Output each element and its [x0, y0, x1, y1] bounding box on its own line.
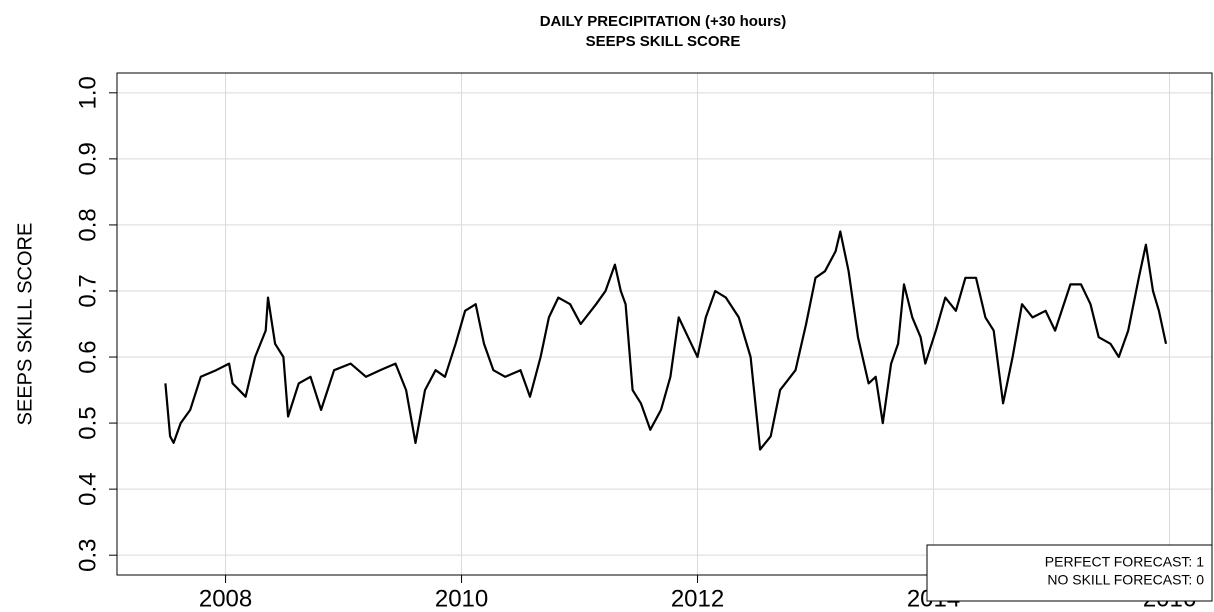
y-tick-label: 0.9	[74, 142, 101, 175]
chart-title: DAILY PRECIPITATION (+30 hours)	[540, 13, 787, 30]
y-axis-label: SEEPS SKILL SCORE	[14, 223, 36, 426]
y-tick-label: 1.0	[74, 76, 101, 109]
y-tick-label: 0.6	[74, 340, 101, 373]
chart-subtitle: SEEPS SKILL SCORE	[586, 33, 741, 50]
annotation: NO SKILL FORECAST: 0	[1047, 572, 1204, 588]
x-tick-label: 2008	[199, 585, 252, 612]
y-tick-label: 0.7	[74, 274, 101, 307]
annotation: PERFECT FORECAST: 1	[1045, 554, 1204, 570]
y-tick-label: 0.4	[74, 472, 101, 505]
y-tick-label: 0.5	[74, 406, 101, 439]
plot-frame	[116, 72, 1213, 576]
legend-box	[926, 544, 1213, 602]
x-tick-label: 2012	[671, 585, 724, 612]
y-tick-label: 0.8	[74, 208, 101, 241]
data-line	[164, 230, 1168, 451]
x-tick-label: 2010	[435, 585, 488, 612]
y-tick-label: 0.3	[74, 538, 101, 571]
